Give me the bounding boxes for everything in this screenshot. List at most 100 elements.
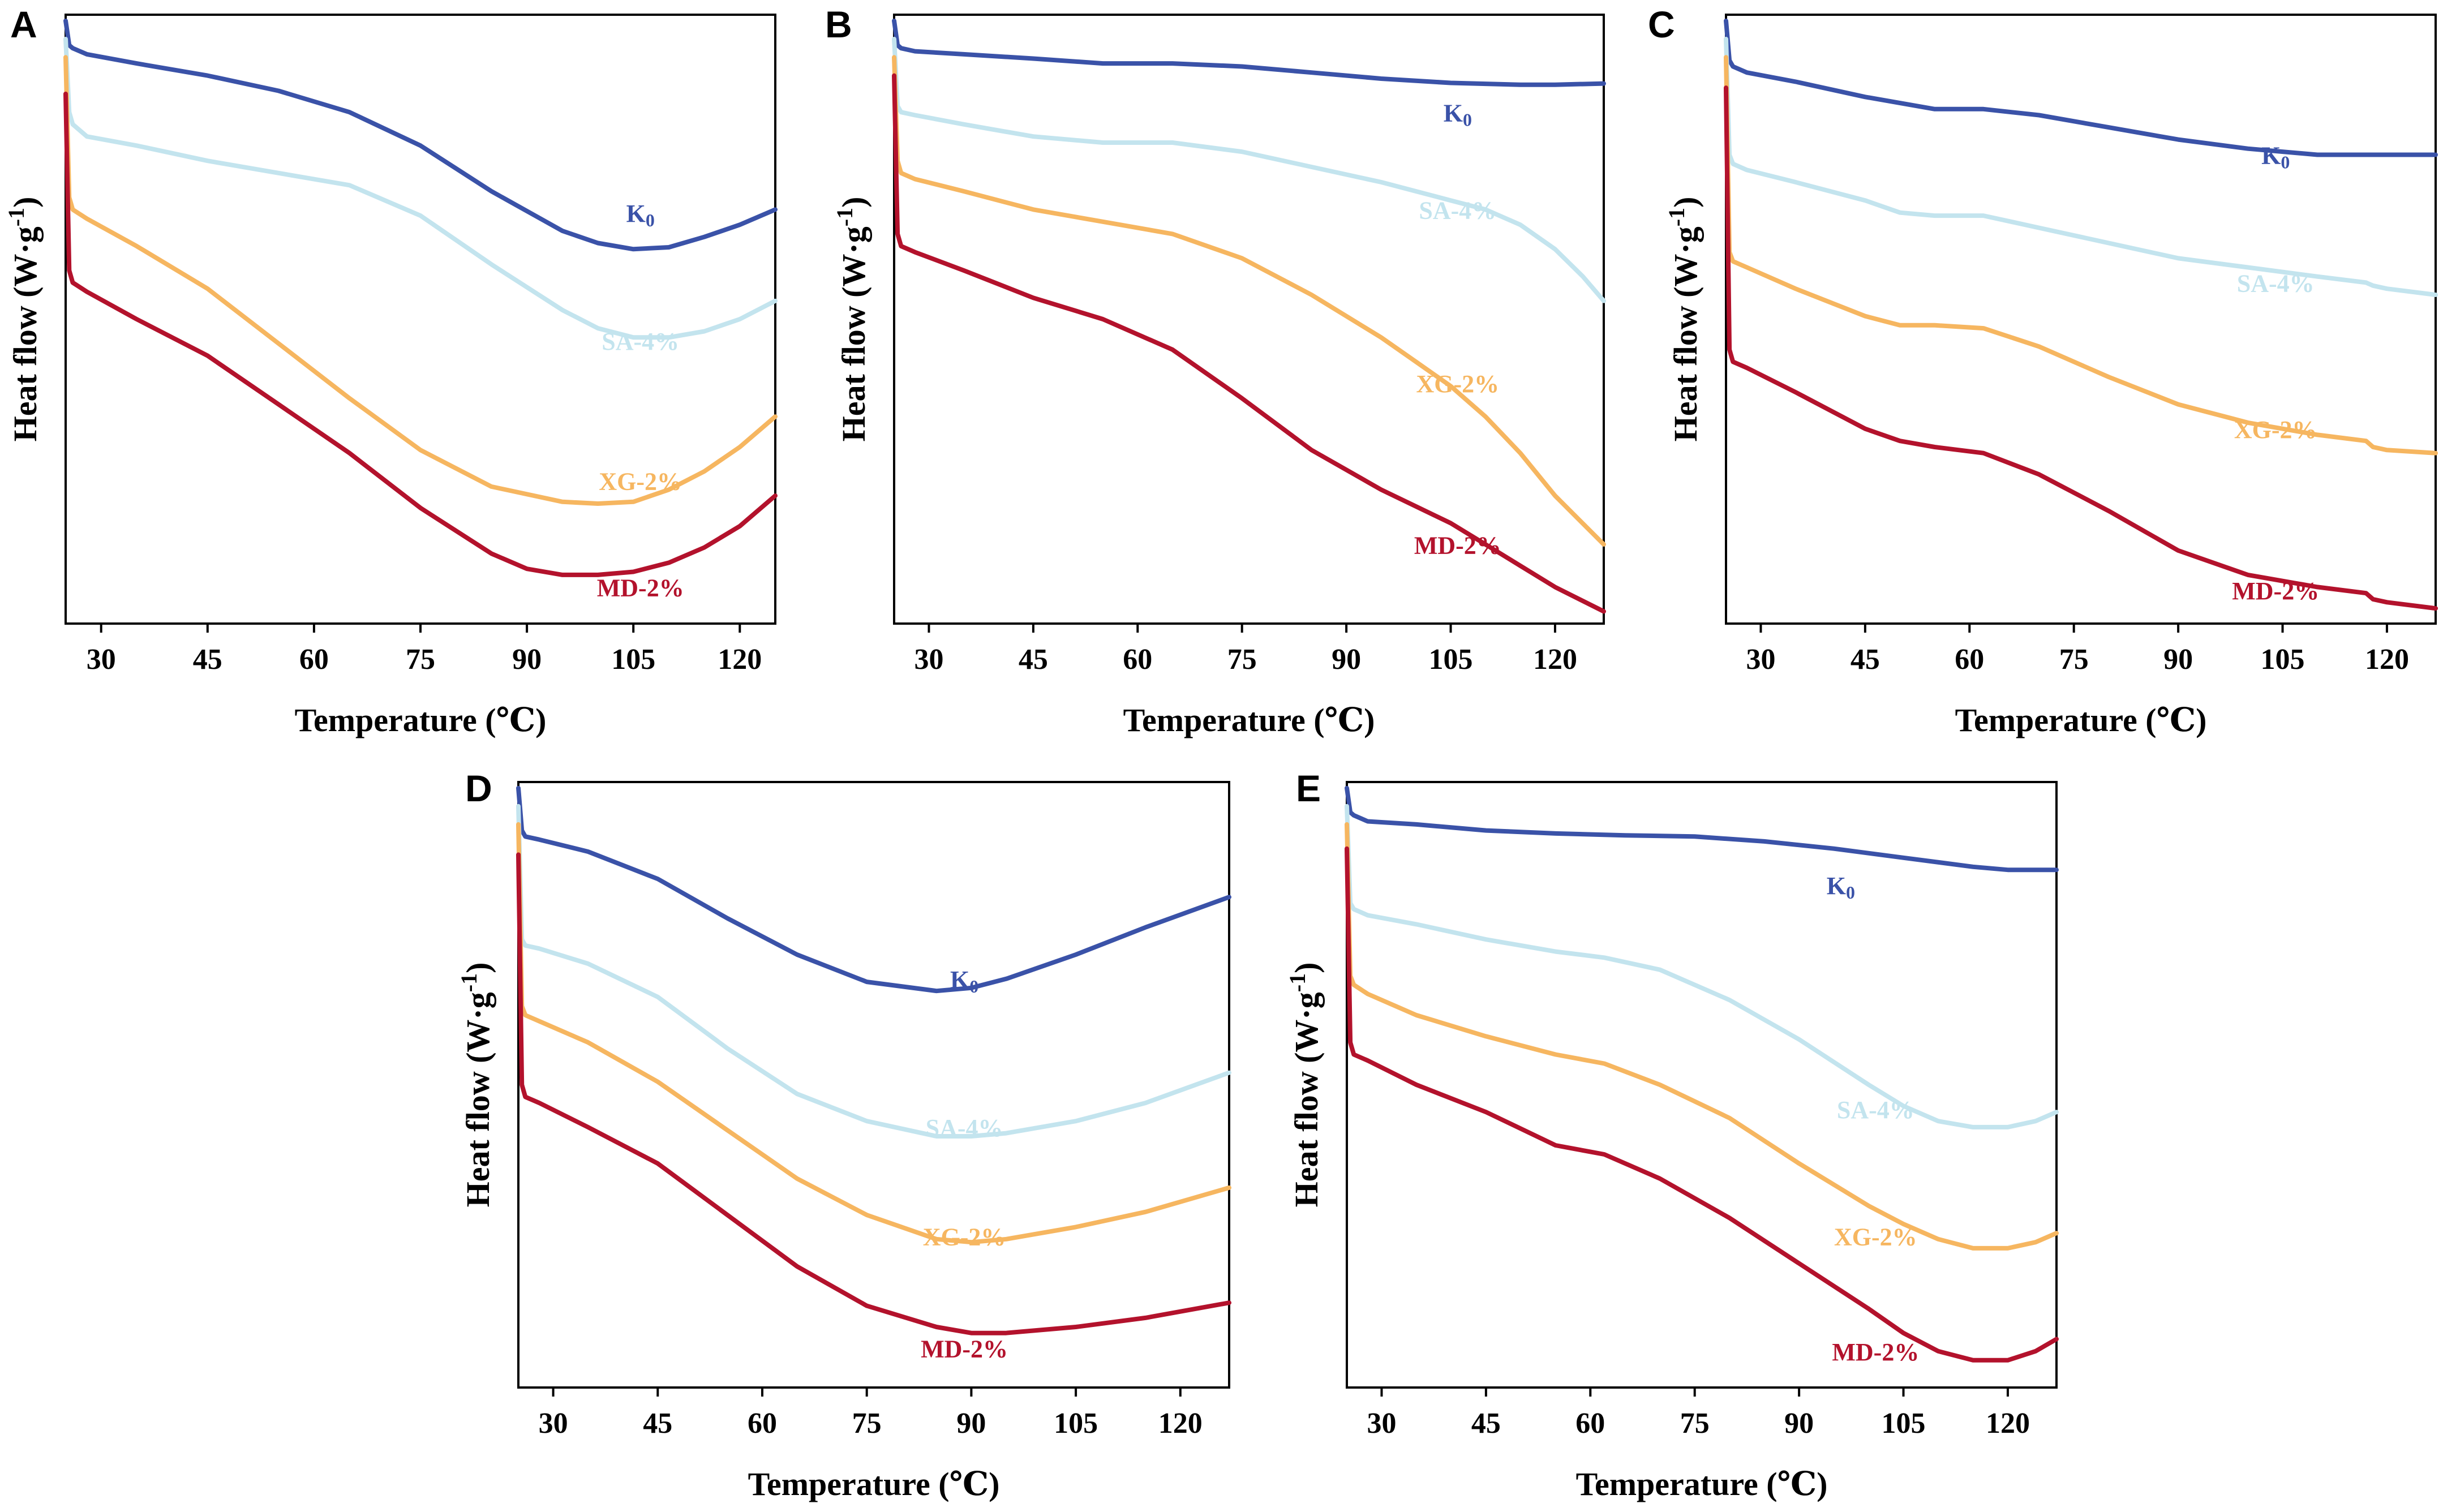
- panel-letter: D: [465, 767, 492, 809]
- y-axis-title: Heat flow (W·g-1): [1664, 197, 1704, 442]
- x-tick-label: 60: [748, 1407, 777, 1440]
- series-line-k0: [892, 18, 1606, 87]
- plot-frame: [893, 14, 1605, 625]
- x-tick-label: 75: [852, 1407, 882, 1440]
- series-line-md-2: [516, 852, 1231, 1335]
- plot-frame: [1346, 781, 2058, 1389]
- y-axis-title: Heat flow (W·g-1): [1285, 963, 1325, 1208]
- x-tick-label: 60: [1575, 1407, 1605, 1440]
- series-label-xg-2: XG-2%: [923, 1223, 1006, 1251]
- series-label-k0: K0: [626, 200, 655, 230]
- series-line-sa-4: [516, 804, 1231, 1139]
- panel-C: C 30 45 60 75 90 105 120 Temperature (℃) Heat flo…: [1648, 3, 2438, 738]
- series-line-md-2: [63, 91, 778, 577]
- x-tick-label: 120: [2365, 643, 2409, 676]
- series-label-md-2: MD-2%: [2232, 577, 2319, 605]
- plot-frame: [517, 781, 1230, 1389]
- series-line-sa-4: [63, 37, 778, 340]
- panel-letter: A: [10, 3, 37, 45]
- x-tick-label: 90: [2163, 643, 2193, 676]
- series-line-xg-2: [1345, 822, 2059, 1251]
- x-axis-title: Temperature (℃): [748, 1466, 1000, 1502]
- x-tick-label: 45: [193, 643, 222, 676]
- x-tick-label: 120: [1533, 643, 1577, 676]
- plot-frame: [1725, 14, 2437, 625]
- x-tick-label: 60: [1123, 643, 1152, 676]
- x-tick-label: 75: [406, 643, 435, 676]
- x-tick-label: 75: [1227, 643, 1257, 676]
- x-axis-title: Temperature (℃): [1123, 702, 1375, 738]
- x-axis-title: Temperature (℃): [295, 702, 547, 738]
- x-tick-label: 60: [1955, 643, 1984, 676]
- panel-B: B 30 45 60 75 90 105 120 Temperature (℃) Heat flo…: [825, 3, 1606, 738]
- x-tick-label: 90: [1784, 1407, 1814, 1440]
- x-tick-label: 45: [1019, 643, 1048, 676]
- x-tick-label: 30: [1746, 643, 1775, 676]
- series-line-k0: [516, 785, 1231, 994]
- x-axis-title: Temperature (℃): [1576, 1466, 1828, 1502]
- x-tick-label: 105: [611, 643, 655, 676]
- x-tick-label: 75: [1680, 1407, 1710, 1440]
- series-line-sa-4: [892, 37, 1606, 303]
- series-label-md-2: MD-2%: [1832, 1338, 1919, 1366]
- x-tick-label: 105: [2261, 643, 2305, 676]
- series-line-md-2: [892, 73, 1606, 614]
- panel-D: D 30 45 60 75 90 105 120 Temperature (℃) Heat flo…: [456, 767, 1231, 1502]
- series-line-sa-4: [1345, 804, 2059, 1129]
- x-tick-label: 105: [1429, 643, 1473, 676]
- series-line-xg-2: [63, 55, 778, 506]
- series-line-md-2: [1345, 846, 2059, 1363]
- x-tick-label: 30: [539, 1407, 568, 1440]
- x-tick-label: 45: [1851, 643, 1880, 676]
- series-line-md-2: [1724, 85, 2438, 611]
- panel-letter: E: [1296, 767, 1321, 809]
- x-tick-label: 90: [512, 643, 542, 676]
- panel-A: A 30 45 60 75 90 105 120 Temperature (℃) Heat flo…: [3, 3, 778, 738]
- series-line-sa-4: [1724, 37, 2438, 297]
- x-tick-label: 120: [1158, 1407, 1203, 1440]
- x-tick-label: 30: [87, 643, 116, 676]
- y-axis-title: Heat flow (W·g-1): [3, 197, 44, 442]
- series-label-sa-4: SA-4%: [926, 1114, 1003, 1142]
- x-tick-label: 90: [1332, 643, 1361, 676]
- series-label-sa-4: SA-4%: [1419, 196, 1496, 224]
- series-line-k0: [1724, 18, 2438, 157]
- series-label-sa-4: SA-4%: [2237, 270, 2315, 298]
- series-line-k0: [1345, 785, 2059, 873]
- series-label-md-2: MD-2%: [597, 574, 684, 602]
- series-label-sa-4: SA-4%: [602, 328, 679, 355]
- x-tick-label: 120: [718, 643, 762, 676]
- series-label-k0: K0: [2261, 142, 2290, 173]
- plot-frame: [65, 14, 776, 625]
- x-tick-label: 60: [299, 643, 329, 676]
- series-label-xg-2: XG-2%: [1834, 1223, 1917, 1251]
- x-tick-label: 30: [1367, 1407, 1396, 1440]
- series-label-md-2: MD-2%: [921, 1335, 1008, 1363]
- x-tick-label: 30: [914, 643, 943, 676]
- series-label-xg-2: XG-2%: [599, 467, 682, 495]
- x-tick-label: 120: [1986, 1407, 2030, 1440]
- x-tick-label: 45: [643, 1407, 672, 1440]
- series-label-sa-4: SA-4%: [1837, 1096, 1914, 1124]
- x-tick-label: 75: [2059, 643, 2089, 676]
- series-line-xg-2: [516, 822, 1231, 1245]
- series-line-xg-2: [1724, 55, 2438, 456]
- series-line-k0: [63, 18, 778, 252]
- panel-letter: B: [825, 3, 852, 45]
- y-axis-title: Heat flow (W·g-1): [832, 197, 873, 442]
- series-label-k0: K0: [950, 966, 978, 996]
- panel-letter: C: [1648, 3, 1675, 45]
- x-tick-label: 105: [1882, 1407, 1926, 1440]
- series-label-xg-2: XG-2%: [1416, 370, 1499, 398]
- series-label-k0: K0: [1827, 872, 1855, 903]
- series-label-k0: K0: [1444, 99, 1472, 130]
- x-tick-label: 90: [956, 1407, 986, 1440]
- y-axis-title: Heat flow (W·g-1): [456, 963, 497, 1208]
- series-label-md-2: MD-2%: [1414, 531, 1501, 559]
- x-tick-label: 105: [1054, 1407, 1098, 1440]
- series-label-xg-2: XG-2%: [2234, 416, 2317, 444]
- panel-E: E 30 45 60 75 90 105 120 Temperature (℃) Heat flo…: [1285, 767, 2059, 1502]
- x-axis-title: Temperature (℃): [1955, 702, 2207, 738]
- x-tick-label: 45: [1471, 1407, 1501, 1440]
